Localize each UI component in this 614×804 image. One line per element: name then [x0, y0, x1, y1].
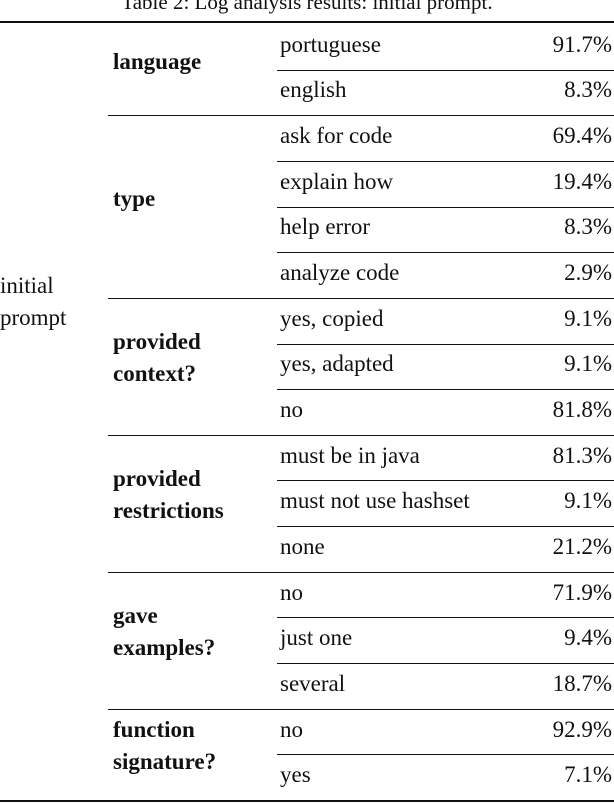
group-label: gave	[113, 603, 158, 629]
percent: 8.3%	[564, 77, 612, 103]
group-label: type	[113, 185, 156, 211]
percent: 92.9%	[552, 716, 612, 742]
row-rule	[277, 252, 614, 254]
group-rule	[108, 115, 614, 117]
row-rule	[277, 69, 614, 71]
percent: 2.9%	[564, 260, 612, 286]
group-rule	[108, 571, 614, 573]
group-label: examples?	[113, 635, 216, 661]
row-rule	[277, 389, 614, 391]
group-label: provided	[113, 466, 201, 492]
percent: 19.4%	[552, 168, 612, 194]
row-label: prompt	[0, 305, 67, 330]
row-rule	[277, 343, 614, 345]
item: must be in java	[280, 442, 420, 468]
group-rule	[108, 297, 614, 299]
item: must not use hashset	[280, 488, 470, 514]
group-label: restrictions	[113, 498, 224, 524]
item: ask for code	[280, 123, 393, 149]
row-rule	[277, 526, 614, 528]
item: several	[280, 670, 346, 696]
item: none	[280, 533, 325, 559]
caption: Table 2: Log analysis results: initial p…	[121, 0, 493, 14]
top-rule	[0, 21, 614, 23]
group-rule	[108, 434, 614, 436]
row-rule	[277, 480, 614, 482]
item: no	[280, 716, 303, 742]
percent: 9.1%	[564, 305, 612, 331]
group-rule	[108, 708, 614, 710]
row-rule	[277, 206, 614, 208]
row-rule	[277, 160, 614, 162]
percent: 81.3%	[552, 442, 612, 468]
item: help error	[280, 214, 371, 240]
item: yes	[280, 762, 311, 788]
item: no	[280, 579, 303, 605]
item: portuguese	[280, 31, 381, 57]
percent: 9.1%	[564, 351, 612, 377]
item: analyze code	[280, 260, 400, 286]
percent: 7.1%	[564, 762, 612, 788]
group-label: context?	[113, 361, 197, 387]
item: yes, copied	[280, 305, 384, 331]
percent: 8.3%	[564, 214, 612, 240]
bottom-rule	[0, 800, 614, 802]
row-rule	[277, 754, 614, 756]
percent: 81.8%	[552, 397, 612, 422]
percent: 9.4%	[564, 625, 612, 651]
percent: 18.7%	[552, 670, 612, 696]
group-label: language	[113, 48, 202, 74]
percent: 9.1%	[564, 488, 612, 514]
row-rule	[277, 663, 614, 665]
group-label: signature?	[113, 749, 217, 775]
item: yes, adapted	[280, 351, 394, 377]
row-label: initial	[0, 273, 54, 298]
item: explain how	[280, 168, 394, 194]
percent: 69.4%	[552, 123, 612, 149]
percent: 21.2%	[552, 533, 612, 559]
row-rule	[277, 617, 614, 619]
group-label: function	[113, 717, 195, 743]
percent: 71.9%	[552, 579, 612, 605]
percent: 91.7%	[552, 31, 612, 57]
item: english	[280, 77, 347, 103]
item: just one	[280, 625, 353, 651]
group-label: provided	[113, 329, 201, 355]
item: no	[280, 397, 303, 422]
